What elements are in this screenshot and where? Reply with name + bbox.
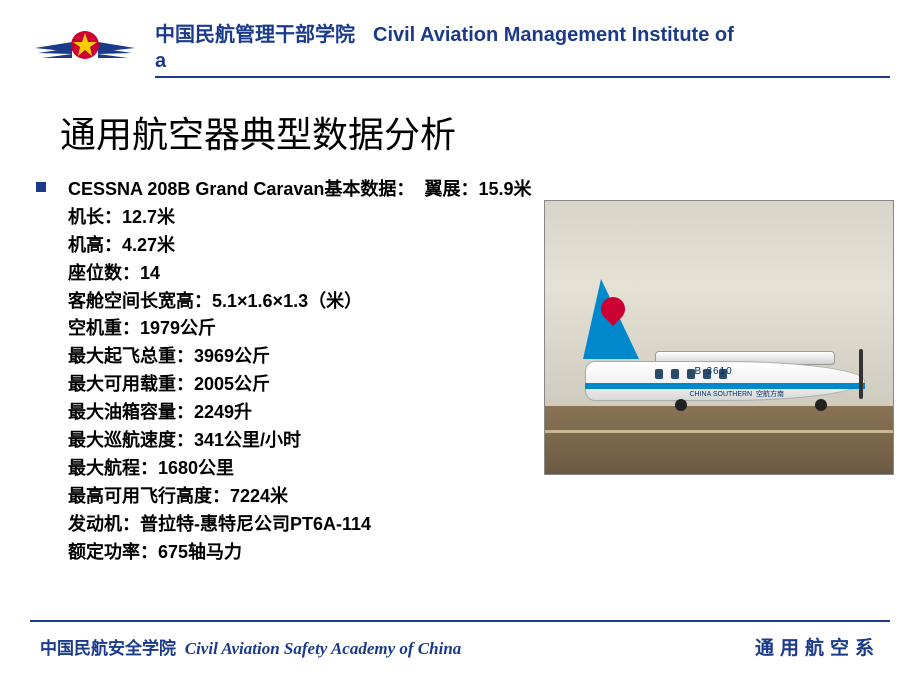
landing-gear [675, 399, 687, 411]
academy-name-en: Civil Aviation Safety Academy of China [185, 639, 462, 658]
academy-name-cn: 中国民航安全学院 [40, 639, 176, 658]
airline-label: CHINA SOUTHERN 空航方南 [690, 389, 785, 399]
footer-department: 通用航空系 [755, 633, 880, 660]
slide-content: CESSNA 208B Grand Caravan基本数据： 翼展：15.9米 … [0, 176, 920, 566]
spec-line: 最大油箱容量：2249升 [68, 399, 532, 427]
runway-line [545, 430, 893, 433]
spec-line: 客舱空间长宽高：5.1×1.6×1.3（米） [68, 288, 532, 316]
spec-line: 最大巡航速度：341公里/小时 [68, 427, 532, 455]
institute-logo-icon [30, 20, 140, 70]
bullet-icon [36, 182, 46, 192]
footer-academy: 中国民航安全学院 Civil Aviation Safety Academy o… [40, 634, 461, 659]
slide-title: 通用航空器典型数据分析 [0, 78, 920, 176]
spec-wingspan: 翼展：15.9米 [424, 179, 531, 199]
spec-line: 发动机：普拉特-惠特尼公司PT6A-114 [68, 511, 532, 539]
spec-line: 机高：4.27米 [68, 232, 532, 260]
spec-line: 最大起飞总重：3969公斤 [68, 343, 532, 371]
landing-gear [815, 399, 827, 411]
spec-first-line: CESSNA 208B Grand Caravan基本数据： 翼展：15.9米 [68, 176, 532, 204]
spec-line: 最大航程：1680公里 [68, 455, 532, 483]
image-column: B-3610 CHINA SOUTHERN 空航方南 [544, 176, 894, 566]
slide-footer: 中国民航安全学院 Civil Aviation Safety Academy o… [40, 633, 880, 660]
spec-line: 额定功率：675轴马力 [68, 539, 532, 567]
aircraft-registration: B-3610 [695, 366, 733, 377]
institute-name-en-trail: a [155, 50, 166, 72]
spec-line: 最高可用飞行高度：7224米 [68, 483, 532, 511]
header-title: 中国民航管理干部学院 Civil Aviation Management Inst… [155, 20, 734, 74]
aircraft-intro-label: CESSNA 208B Grand Caravan基本数据： [68, 179, 414, 199]
spec-line: 机长：12.7米 [68, 204, 532, 232]
institute-name-cn: 中国民航管理干部学院 [155, 24, 355, 46]
bullet-column [36, 176, 56, 566]
slide-header: 中国民航管理干部学院 Civil Aviation Management Inst… [0, 0, 920, 74]
spec-text-column: CESSNA 208B Grand Caravan基本数据： 翼展：15.9米 … [68, 176, 532, 566]
institute-name-en: Civil Aviation Management Institute of [373, 24, 734, 46]
spec-line: 最大可用载重：2005公斤 [68, 371, 532, 399]
footer-divider [30, 620, 890, 622]
propeller [859, 349, 863, 399]
ground-background [545, 406, 893, 474]
aircraft-photo: B-3610 CHINA SOUTHERN 空航方南 [544, 200, 894, 475]
spec-line: 座位数：14 [68, 260, 532, 288]
spec-line: 空机重：1979公斤 [68, 315, 532, 343]
